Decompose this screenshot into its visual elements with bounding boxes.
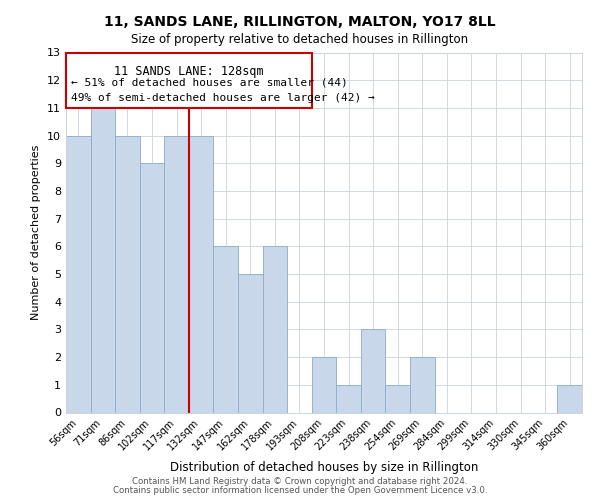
Text: ← 51% of detached houses are smaller (44): ← 51% of detached houses are smaller (44…: [71, 78, 347, 88]
Bar: [263, 246, 287, 412]
Bar: [557, 385, 582, 412]
Text: Contains public sector information licensed under the Open Government Licence v3: Contains public sector information licen…: [113, 486, 487, 495]
Bar: [115, 136, 140, 412]
Bar: [410, 357, 434, 412]
Bar: [312, 357, 336, 412]
Text: Size of property relative to detached houses in Rillington: Size of property relative to detached ho…: [131, 32, 469, 46]
Bar: [336, 385, 361, 412]
Text: 49% of semi-detached houses are larger (42) →: 49% of semi-detached houses are larger (…: [71, 92, 374, 102]
Bar: [140, 164, 164, 412]
Bar: [164, 136, 189, 412]
Bar: [66, 136, 91, 412]
Bar: [385, 385, 410, 412]
Bar: [238, 274, 263, 412]
Text: 11 SANDS LANE: 128sqm: 11 SANDS LANE: 128sqm: [114, 65, 263, 78]
X-axis label: Distribution of detached houses by size in Rillington: Distribution of detached houses by size …: [170, 460, 478, 473]
Text: Contains HM Land Registry data © Crown copyright and database right 2024.: Contains HM Land Registry data © Crown c…: [132, 477, 468, 486]
Text: 11, SANDS LANE, RILLINGTON, MALTON, YO17 8LL: 11, SANDS LANE, RILLINGTON, MALTON, YO17…: [104, 15, 496, 29]
Bar: [361, 330, 385, 412]
FancyBboxPatch shape: [66, 52, 312, 108]
Bar: [91, 108, 115, 412]
Bar: [214, 246, 238, 412]
Bar: [189, 136, 214, 412]
Y-axis label: Number of detached properties: Number of detached properties: [31, 145, 41, 320]
